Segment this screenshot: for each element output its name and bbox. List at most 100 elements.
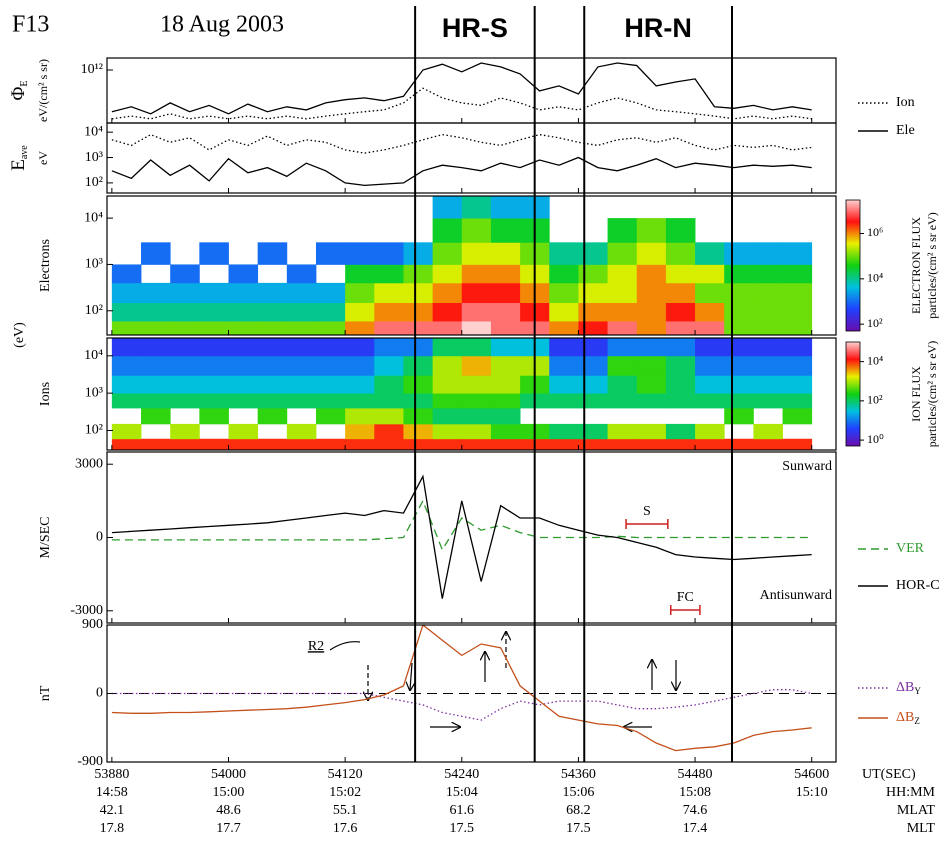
x-row-label: 42.1 — [100, 803, 125, 818]
spectrogram-cell — [403, 282, 434, 304]
spectrogram-cell — [228, 264, 259, 284]
y-tick-label: -3000 — [70, 603, 103, 618]
interval-label: S — [643, 504, 651, 519]
spectrogram-cell — [578, 438, 608, 450]
spectrogram-cell — [549, 242, 579, 265]
spectrogram-cell — [490, 393, 521, 409]
spectrogram-cell — [636, 282, 667, 304]
spectrogram-cell — [374, 375, 404, 394]
spectrogram-cell — [286, 321, 317, 335]
spectrogram-cell — [490, 338, 521, 357]
spectrogram-cell — [549, 321, 579, 335]
spectrogram-cell — [432, 393, 463, 409]
spectrogram-cell — [461, 438, 492, 450]
colorbar — [845, 199, 861, 332]
panel-content — [111, 474, 812, 599]
spectrogram-cell — [432, 338, 463, 357]
spectrogram-cell — [636, 438, 667, 450]
spectrogram-cell — [199, 393, 229, 409]
spectrogram-cell — [782, 438, 813, 450]
spectrogram-cell — [170, 302, 200, 322]
spectrogram-cell — [199, 375, 229, 394]
spectrogram-cell — [753, 355, 783, 376]
spectrogram-cell — [578, 302, 608, 322]
spectrogram-cell — [432, 218, 463, 243]
spectrogram-cell — [461, 264, 492, 284]
spectrogram-cell — [490, 264, 521, 284]
spectrogram-cell — [578, 282, 608, 304]
spectrogram-cell — [403, 393, 434, 409]
spectrogram-cell — [432, 408, 463, 425]
spectrogram-cell — [432, 423, 463, 440]
spectrogram-cell — [695, 438, 725, 450]
x-row-name: HH:MM — [886, 785, 936, 800]
spectrogram-cell — [374, 438, 404, 450]
spectrogram-cell — [695, 282, 725, 304]
spectrogram-cell — [345, 423, 375, 440]
spectrogram-cell — [345, 282, 375, 304]
colorbar-tick-label: 10⁶ — [867, 225, 883, 239]
legend-label: Ion — [896, 95, 915, 110]
spectrogram-cell — [111, 393, 142, 409]
legend-name: Ion — [896, 95, 915, 110]
spectrogram-cell — [461, 282, 492, 304]
spectrogram-cell — [724, 438, 754, 450]
spectrogram-cell — [490, 321, 521, 335]
colorbar-tick-label: 10² — [867, 316, 883, 330]
chart-title: 18 Aug 2003 — [160, 12, 284, 38]
spectrogram-cell — [315, 408, 346, 425]
spectrogram-cell — [432, 355, 463, 376]
colorbar-unit: particles/(cm² s sr eV) — [925, 341, 939, 448]
spectrogram-cell — [315, 393, 346, 409]
spectrogram-cell — [665, 264, 696, 284]
spectrogram-cell — [111, 264, 142, 284]
spectrogram-cell — [403, 321, 434, 335]
spectrogram-cell — [490, 438, 521, 450]
spectrogram-cell — [607, 338, 638, 357]
spectrogram-cell — [141, 282, 171, 304]
spectrogram-cell — [578, 423, 608, 440]
spectrogram-cell — [432, 282, 463, 304]
x-row-name: MLT — [907, 821, 936, 836]
y-unit: (eV) — [12, 322, 27, 348]
spectrogram-cell — [432, 264, 463, 284]
spectrogram-cell — [695, 242, 725, 265]
spectrogram-cell — [199, 302, 229, 322]
colorbar — [845, 341, 861, 447]
series-line — [111, 499, 812, 552]
spectrogram-cell — [665, 355, 696, 376]
spectrogram-cell — [607, 218, 638, 243]
spectrogram-cell — [345, 438, 375, 450]
x-row-label: 68.2 — [566, 803, 591, 818]
spectrogram-cell — [432, 242, 463, 265]
y-tick-label: 10¹² — [81, 62, 103, 77]
spectrogram-cell — [432, 438, 463, 450]
spectrogram-cell — [315, 282, 346, 304]
spectrogram-cell — [578, 393, 608, 409]
spectrogram-cell — [199, 321, 229, 335]
spectrogram-cell — [782, 321, 813, 335]
spectrogram-cell — [665, 282, 696, 304]
spectrogram-cell — [170, 338, 200, 357]
spectrogram-cell — [170, 375, 200, 394]
spectrogram-cell — [345, 338, 375, 357]
spectrogram-cell — [257, 338, 288, 357]
spectrogram-cell — [665, 321, 696, 335]
spectrogram-cell — [782, 375, 813, 394]
spectrogram-cell — [549, 355, 579, 376]
spectrogram-cell — [257, 355, 288, 376]
colorbar-tick-label: 10⁴ — [867, 271, 883, 285]
x-row-name: MLAT — [897, 803, 936, 818]
spectrogram-cell — [665, 242, 696, 265]
x-row-label: 17.5 — [566, 821, 591, 836]
legend-sub: Z — [914, 716, 920, 726]
spectrogram-cell — [111, 321, 142, 335]
spectrogram-cell — [578, 355, 608, 376]
spectrogram-cell — [490, 423, 521, 440]
panel-frame — [106, 337, 837, 451]
y-label: Eave — [8, 145, 30, 171]
colorbar-title: ION FLUX — [909, 366, 923, 422]
spectrogram-cell — [665, 423, 696, 440]
spectrogram-cell — [315, 438, 346, 450]
